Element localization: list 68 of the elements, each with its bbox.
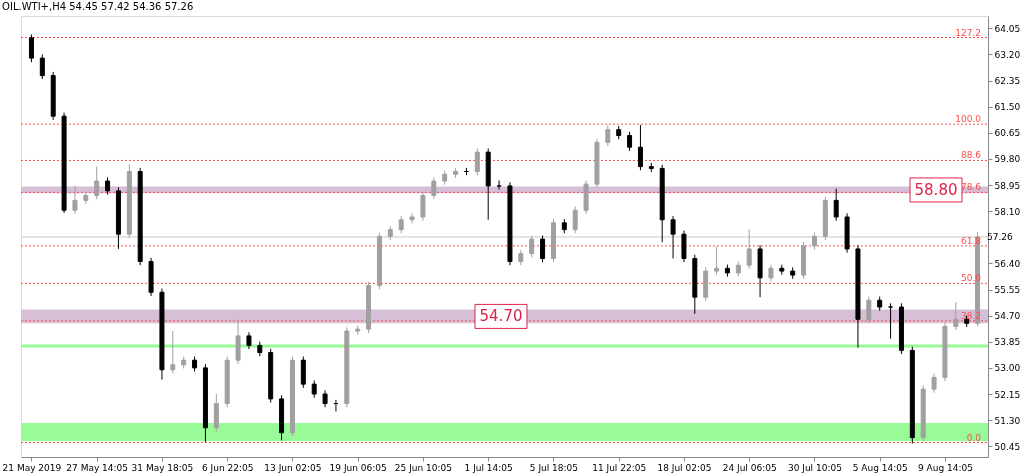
candlestick [833,188,839,222]
x-tick-label: 13 Jun 02:05 [264,462,322,473]
y-tick-label: 62.35 [994,76,1021,87]
x-tick-label: 27 May 14:05 [66,462,129,473]
candlestick [431,176,437,200]
x-tick-label: 30 Jul 10:05 [787,462,842,473]
band-label: 58.80 [914,180,958,199]
x-tick-label: 1 Jul 14:05 [464,462,513,473]
candlestick [714,246,720,276]
candlestick [300,356,306,389]
x-tick-label: 11 Jul 22:05 [592,462,647,473]
candlestick [888,302,894,340]
x-tick-label: 24 Jul 06:05 [722,462,777,473]
y-tick-label: 55.55 [994,285,1021,296]
x-tick-label: 5 Jul 18:05 [529,462,579,473]
x-tick-label: 18 Jul 02:05 [657,462,712,473]
candlestick [746,229,752,270]
y-tick-label: 53.00 [994,363,1021,374]
y-tick-label: 63.20 [994,49,1021,60]
candlestick [637,124,643,171]
ref-line-label: 57.26 [987,231,1014,242]
candlestick [28,33,34,63]
x-tick-label: 5 Aug 14:05 [852,462,908,473]
x-tick-label: 21 May 2019 [2,462,62,473]
annotation: 78.6 [960,182,982,193]
y-tick-label: 58.95 [994,180,1021,191]
candlestick [627,131,633,152]
y-tick-label: 50.45 [994,441,1021,452]
candlestick [953,301,959,331]
candlestick [94,166,100,200]
y-tick-label: 56.40 [994,258,1021,269]
x-tick-label: 6 Jun 22:05 [201,462,254,473]
candlestick [605,124,611,147]
y-tick-label: 51.30 [994,415,1021,426]
candlestick [529,234,535,258]
candlestick [866,296,872,324]
y-tick-label: 61.50 [994,102,1021,113]
y-tick-label: 59.80 [994,154,1021,165]
y-tick-label: 52.15 [994,389,1021,400]
x-tick-label: 25 Jun 10:05 [394,462,453,473]
candlestick [72,185,78,215]
candlestick [670,215,676,259]
annotation: 127.2 [955,27,981,38]
candlestick [409,212,415,224]
candlestick [931,373,937,394]
annotation: 50.0 [960,273,982,284]
x-tick-label: 31 May 18:05 [131,462,194,473]
x-tick-label: 9 Aug 14:05 [917,462,973,473]
candlestick [170,330,176,374]
chart-title: OIL.WTI+,H4 54.45 57.42 54.36 57.26 [2,1,194,12]
annotation: 0.0 [966,432,982,443]
annotation: 38.2 [960,310,981,321]
candlestick [496,179,502,191]
candlestick [39,53,45,80]
band-label: 54.70 [479,307,523,326]
y-tick-label: 58.10 [994,206,1021,217]
annotation: 61.8 [960,235,982,246]
y-tick-label: 53.85 [994,337,1021,348]
annotation: 100.0 [955,114,982,125]
candlestick [572,206,578,234]
y-tick-label: 64.05 [994,23,1021,34]
y-tick-label: 54.70 [994,311,1021,322]
x-tick-label: 19 Jun 06:05 [329,462,387,473]
annotation: 88.6 [960,150,982,161]
candlestick [540,234,546,263]
y-tick-label: 60.65 [994,128,1021,139]
candlestick [474,147,480,176]
candlestick [420,191,426,222]
